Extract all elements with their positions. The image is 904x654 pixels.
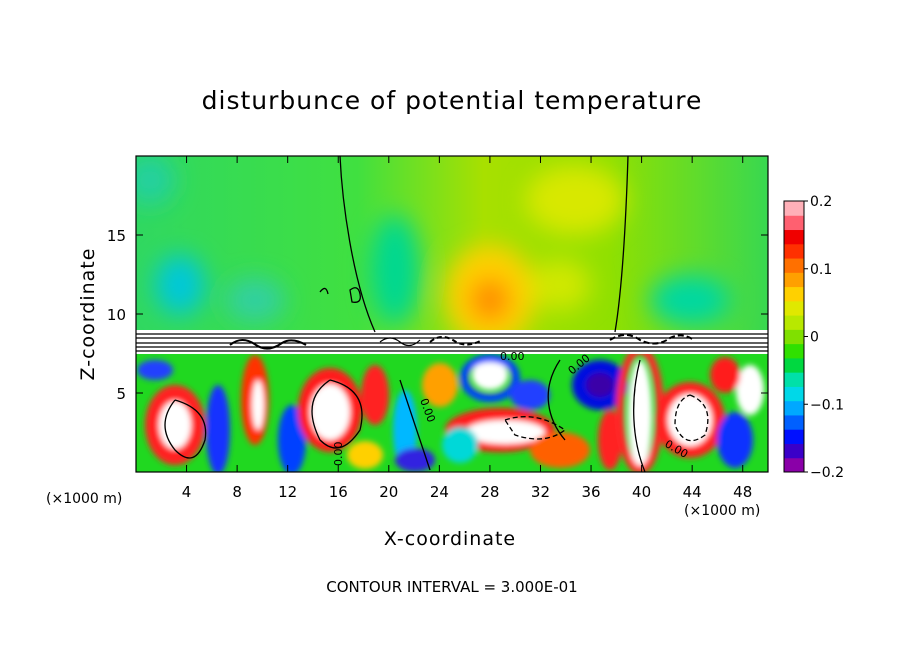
plot-area: 0.00 0.00 0.00 0.00 0.00 bbox=[136, 156, 768, 472]
x-tick-label: 16 bbox=[329, 483, 348, 501]
colorbar-swatch bbox=[784, 372, 804, 387]
colorbar-swatch bbox=[784, 329, 804, 345]
colorbar-swatch bbox=[784, 414, 804, 430]
x-tick-label: 20 bbox=[379, 483, 398, 501]
x-axis: 4 8 12 16 20 24 28 32 36 40 44 48 bbox=[182, 156, 752, 501]
colorbar-swatch bbox=[784, 315, 804, 330]
x-axis-label: X-coordinate bbox=[383, 528, 517, 550]
x-tick-label: 28 bbox=[480, 483, 499, 501]
y-axis-label: Z-coordinate bbox=[77, 247, 99, 381]
colorbar-label: −0.2 bbox=[810, 465, 844, 481]
colorbar-swatch bbox=[784, 258, 804, 273]
x-tick-label: 40 bbox=[632, 483, 651, 501]
x-tick-label: 8 bbox=[232, 483, 242, 501]
contour-interval-note: CONTOUR INTERVAL = 3.000E-01 bbox=[326, 578, 578, 596]
colorbar-swatch bbox=[784, 343, 804, 359]
y-tick-label: 10 bbox=[107, 306, 126, 324]
contour-label: 0.00 bbox=[500, 350, 525, 363]
colorbar-swatch bbox=[784, 243, 804, 259]
colorbar-swatch bbox=[784, 215, 804, 231]
colorbar-swatch bbox=[784, 429, 804, 444]
colorbar-label: −0.1 bbox=[810, 397, 844, 413]
colorbar-swatch bbox=[784, 443, 804, 459]
colorbar-label: 0.1 bbox=[810, 262, 832, 278]
colorbar-label: 0.2 bbox=[810, 194, 832, 210]
x-axis-unit-right: (×1000 m) bbox=[684, 503, 761, 519]
x-tick-label: 4 bbox=[182, 483, 192, 501]
x-tick-label: 12 bbox=[278, 483, 297, 501]
colorbar-swatch bbox=[784, 357, 804, 373]
colorbar-swatch bbox=[784, 457, 804, 473]
colorbar: 0.2 0.1 0 −0.1 −0.2 bbox=[783, 194, 844, 481]
colorbar-swatch bbox=[784, 300, 804, 316]
colorbar-swatch bbox=[784, 400, 804, 416]
x-tick-label: 32 bbox=[531, 483, 550, 501]
colorbar-label: 0 bbox=[810, 330, 819, 346]
colorbar-swatch bbox=[784, 201, 804, 216]
contour-label: 0.00 bbox=[332, 442, 345, 467]
y-tick-label: 15 bbox=[107, 227, 126, 245]
y-axis: 5 10 15 bbox=[107, 227, 768, 403]
colorbar-swatch bbox=[784, 272, 804, 288]
y-tick-label: 5 bbox=[116, 385, 126, 403]
colorbar-swatch bbox=[784, 286, 804, 302]
chart-title: disturbunce of potential temperature bbox=[201, 86, 703, 115]
x-axis-unit-left: (×1000 m) bbox=[46, 491, 123, 507]
colorbar-swatch bbox=[784, 386, 804, 402]
x-tick-label: 36 bbox=[581, 483, 600, 501]
x-tick-label: 44 bbox=[683, 483, 702, 501]
colorbar-swatch bbox=[784, 229, 804, 245]
x-tick-label: 24 bbox=[430, 483, 449, 501]
x-tick-label: 48 bbox=[733, 483, 752, 501]
